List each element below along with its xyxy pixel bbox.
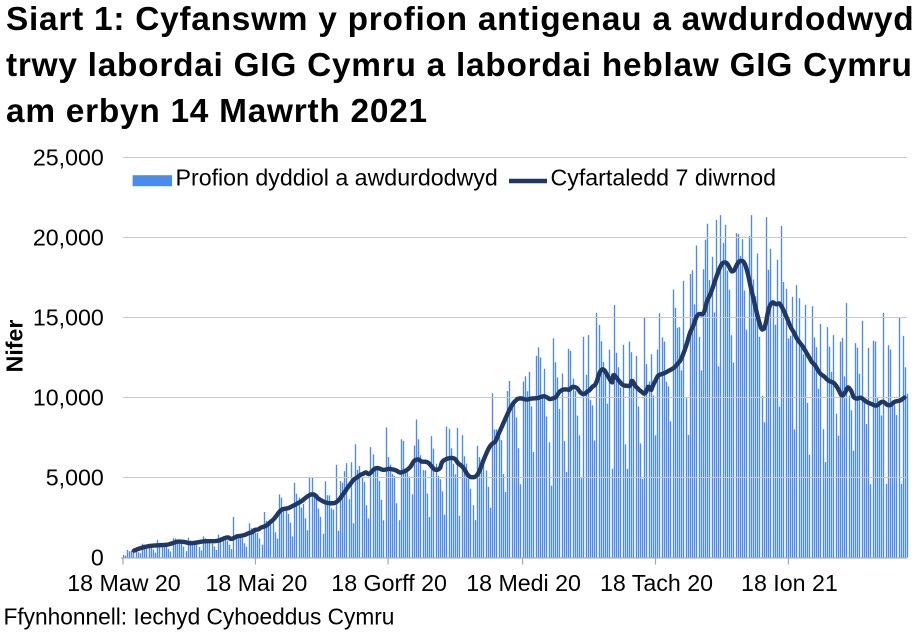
svg-text:18 Mai 20: 18 Mai 20 [205, 570, 307, 596]
svg-text:Siart 1: Cyfanswm y profion an: Siart 1: Cyfanswm y profion antigenau a … [6, 1, 914, 38]
svg-text:10,000: 10,000 [33, 384, 104, 410]
svg-text:15,000: 15,000 [33, 304, 104, 330]
svg-text:18 Maw 20: 18 Maw 20 [67, 570, 180, 596]
svg-text:18 Ion 21: 18 Ion 21 [741, 570, 838, 596]
svg-text:0: 0 [91, 544, 104, 570]
svg-text:trwy labordai GIG Cymru a labo: trwy labordai GIG Cymru a labordai hebla… [6, 47, 913, 84]
svg-text:Cyfartaledd 7 diwrnod: Cyfartaledd 7 diwrnod [551, 164, 777, 190]
svg-text:25,000: 25,000 [33, 144, 104, 170]
svg-text:Nifer: Nifer [2, 320, 28, 373]
svg-text:18 Tach 20: 18 Tach 20 [600, 570, 713, 596]
svg-text:20,000: 20,000 [33, 224, 104, 250]
svg-text:18 Medi 20: 18 Medi 20 [466, 570, 581, 596]
svg-text:Ffynhonnell: Iechyd Cyhoeddus: Ffynhonnell: Iechyd Cyhoeddus Cymru [4, 604, 395, 630]
svg-text:5,000: 5,000 [46, 464, 104, 490]
svg-text:Profion dyddiol a awdurdodwyd: Profion dyddiol a awdurdodwyd [176, 164, 498, 190]
svg-text:am erbyn 14 Mawrth 2021: am erbyn 14 Mawrth 2021 [6, 93, 428, 130]
svg-text:18 Gorff 20: 18 Gorff 20 [331, 570, 447, 596]
